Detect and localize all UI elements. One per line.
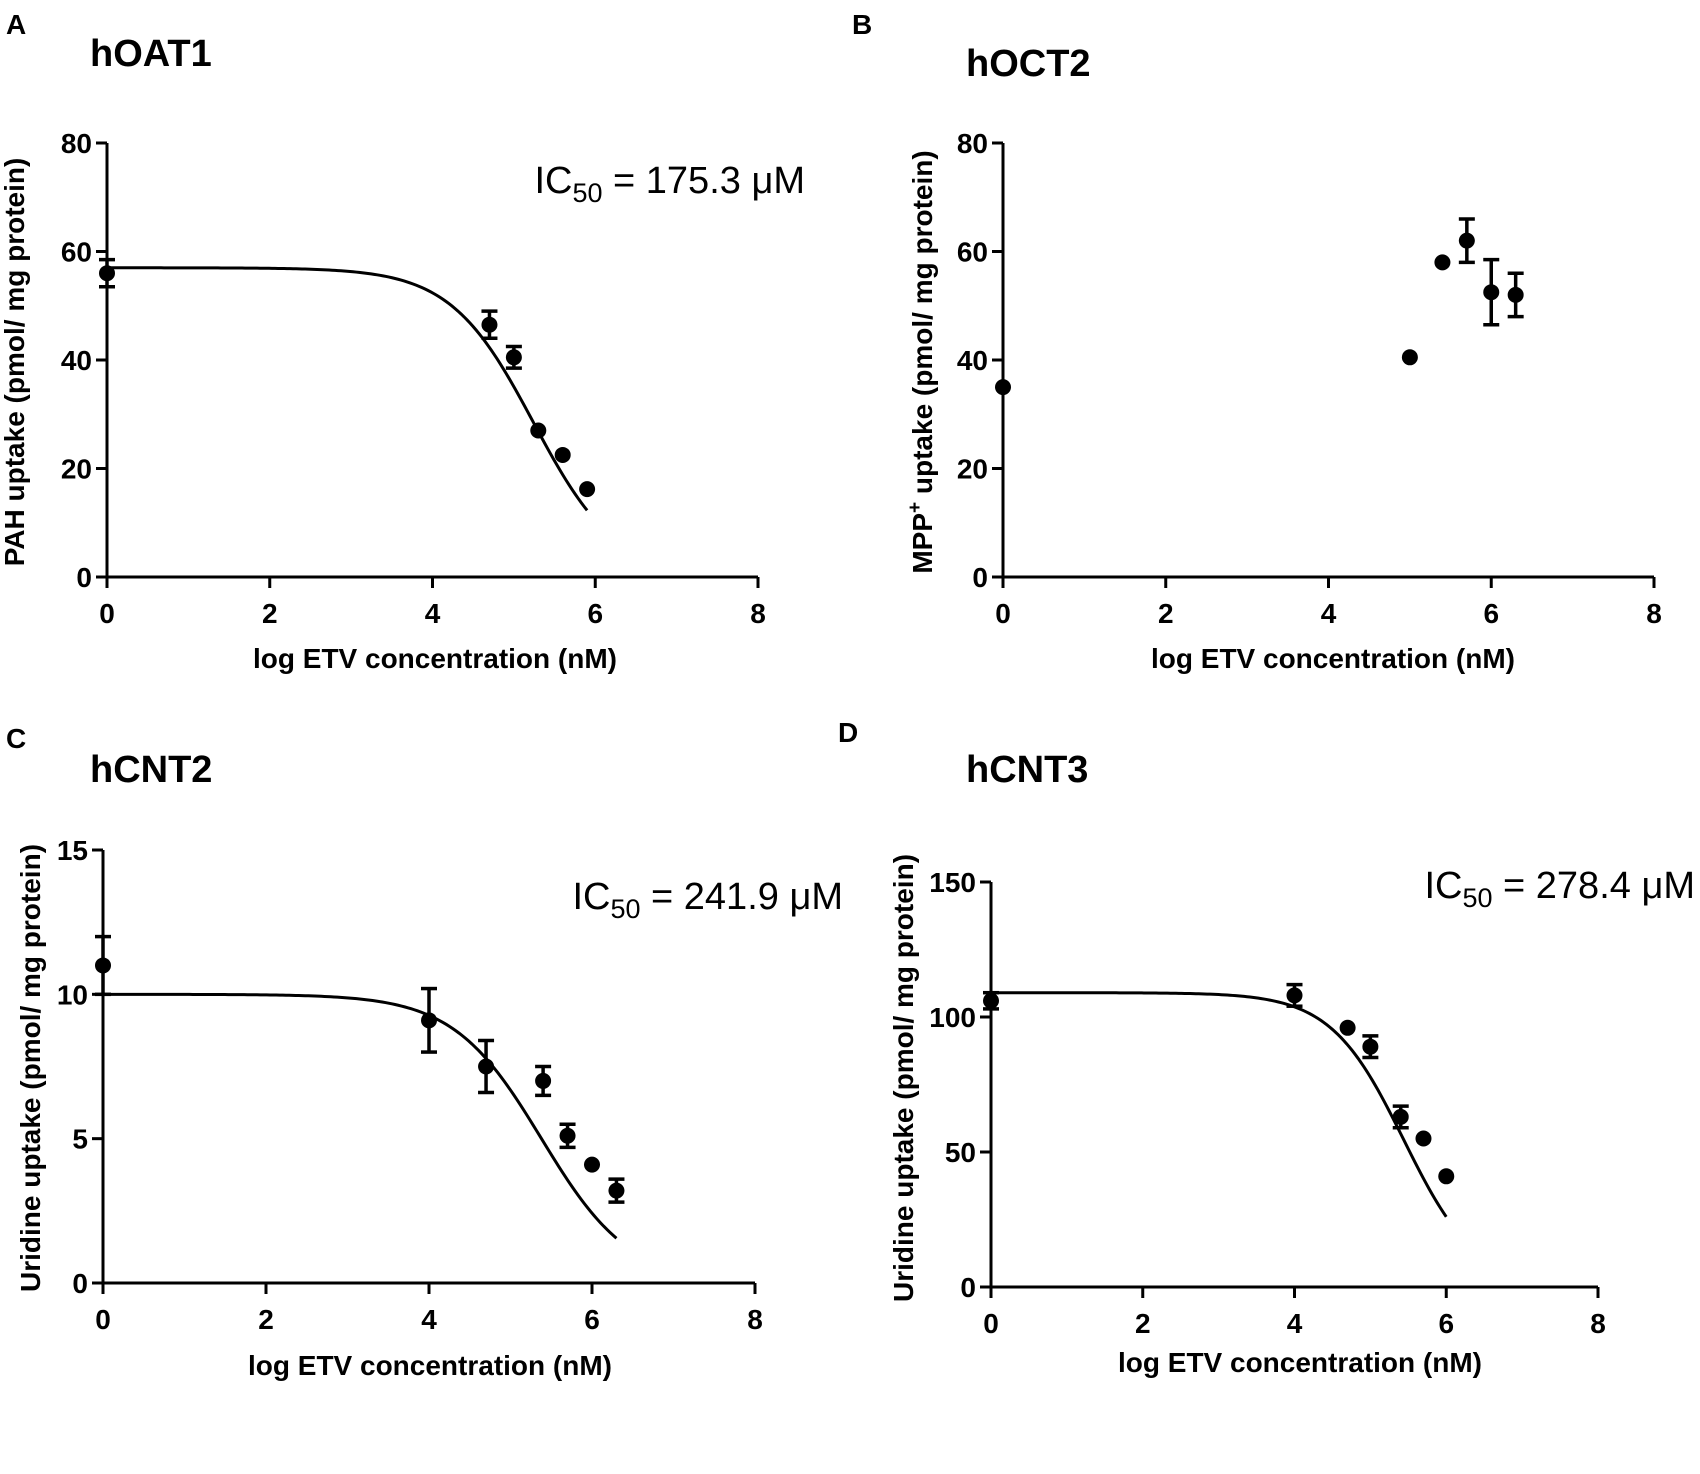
x-axis-label: log ETV concentration (nM) [253,643,617,674]
x-tick-label: 2 [1135,1308,1151,1339]
x-axis-label: log ETV concentration (nM) [1118,1347,1482,1378]
y-axis-label: PAH uptake (pmol/ mg protein) [0,158,30,567]
chart-title: hOCT2 [966,43,1091,85]
plot-area: 0 2 4 6 8 0 5 10 15 [57,835,763,1335]
y-tick-label: 40 [61,345,92,376]
ic50-annotation: IC50 = 241.9 μM [572,876,843,924]
x-axis-label: log ETV concentration (nM) [1151,643,1515,674]
data-point [608,1182,625,1199]
ic50-annotation: IC50 = 278.4 μM [1424,865,1695,913]
panel-b: B hOCT2 log ETV concentration (nM) MPP+ … [852,9,1662,674]
panel-letter: C [6,723,26,754]
data-point [1458,232,1475,249]
data-point [1339,1019,1356,1036]
x-tick-label: 8 [1590,1308,1606,1339]
fit-curve [991,991,1448,1218]
data-point [995,379,1011,396]
fit-curve [107,266,589,512]
x-tick-label: 0 [995,598,1011,629]
data-point [421,1012,437,1029]
data-point [530,422,547,439]
x-tick-label: 6 [1483,598,1499,629]
data-point [1401,349,1418,366]
data-point [1415,1130,1432,1147]
data-point [1438,1168,1455,1185]
data-point [505,349,522,366]
x-tick-label: 8 [1646,598,1662,629]
x-tick-label: 8 [747,1304,763,1335]
y-tick-label: 0 [960,1272,976,1303]
data-point [1434,254,1451,271]
y-tick-label: 150 [929,867,976,898]
plot-area: 0 2 4 6 8 0 50 100 150 [929,867,1606,1339]
x-tick-label: 2 [258,1304,274,1335]
fit-curve [103,992,618,1240]
y-tick-label: 0 [72,1268,88,1299]
y-tick-label: 80 [61,128,92,159]
data-point [579,481,596,498]
y-tick-label: 10 [57,979,88,1010]
y-tick-label: 60 [61,237,92,268]
x-tick-label: 4 [1321,598,1337,629]
y-tick-label: 60 [957,237,988,268]
y-tick-label: 50 [945,1137,976,1168]
data-point [584,1156,600,1173]
y-tick-label: 20 [957,454,988,485]
panel-d: D hCNT3 IC50 = 278.4 μM log ETV concentr… [838,717,1695,1378]
y-axis-label: Uridine uptake (pmol/ mg protein) [888,854,919,1302]
x-tick-label: 6 [587,598,603,629]
y-tick-label: 0 [972,562,988,593]
x-tick-label: 0 [983,1308,999,1339]
data-point [99,265,115,282]
x-tick-label: 4 [425,598,441,629]
data-point [95,957,111,974]
x-tick-label: 6 [584,1304,600,1335]
data-point [554,446,571,463]
y-tick-label: 80 [957,128,988,159]
panel-letter: A [6,9,26,40]
x-tick-label: 8 [750,598,766,629]
data-point [1392,1108,1409,1125]
x-tick-label: 0 [95,1304,111,1335]
y-tick-label: 40 [957,345,988,376]
x-tick-label: 2 [1158,598,1174,629]
data-point [559,1127,576,1144]
chart-title: hCNT3 [966,749,1088,791]
data-point [535,1072,552,1089]
x-axis-label: log ETV concentration (nM) [248,1350,612,1381]
data-point [983,992,999,1009]
data-point [481,316,498,333]
x-tick-label: 4 [421,1304,437,1335]
x-tick-label: 2 [262,598,278,629]
ic50-annotation: IC50 = 175.3 μM [534,160,805,208]
panel-letter: B [852,9,872,40]
panel-c: C hCNT2 IC50 = 241.9 μM log ETV concentr… [6,723,843,1381]
x-tick-label: 6 [1438,1308,1454,1339]
chart-title: hOAT1 [90,33,212,75]
y-tick-label: 0 [76,562,92,593]
y-tick-label: 20 [61,454,92,485]
y-tick-label: 100 [929,1002,976,1033]
panel-a: A hOAT1 IC50 = 175.3 μM log ETV concentr… [0,9,805,674]
x-tick-label: 0 [99,598,115,629]
data-point [478,1058,495,1075]
data-point [1362,1038,1379,1055]
data-point [1507,286,1524,303]
panel-letter: D [838,717,858,748]
y-axis-label: MPP+ uptake (pmol/ mg protein) [905,150,938,573]
data-point [1483,284,1500,301]
y-tick-label: 15 [57,835,88,866]
y-tick-label: 5 [72,1124,88,1155]
x-tick-label: 4 [1287,1308,1303,1339]
chart-title: hCNT2 [90,749,212,791]
data-point [1286,987,1303,1004]
y-axis-label: Uridine uptake (pmol/ mg protein) [15,844,46,1292]
